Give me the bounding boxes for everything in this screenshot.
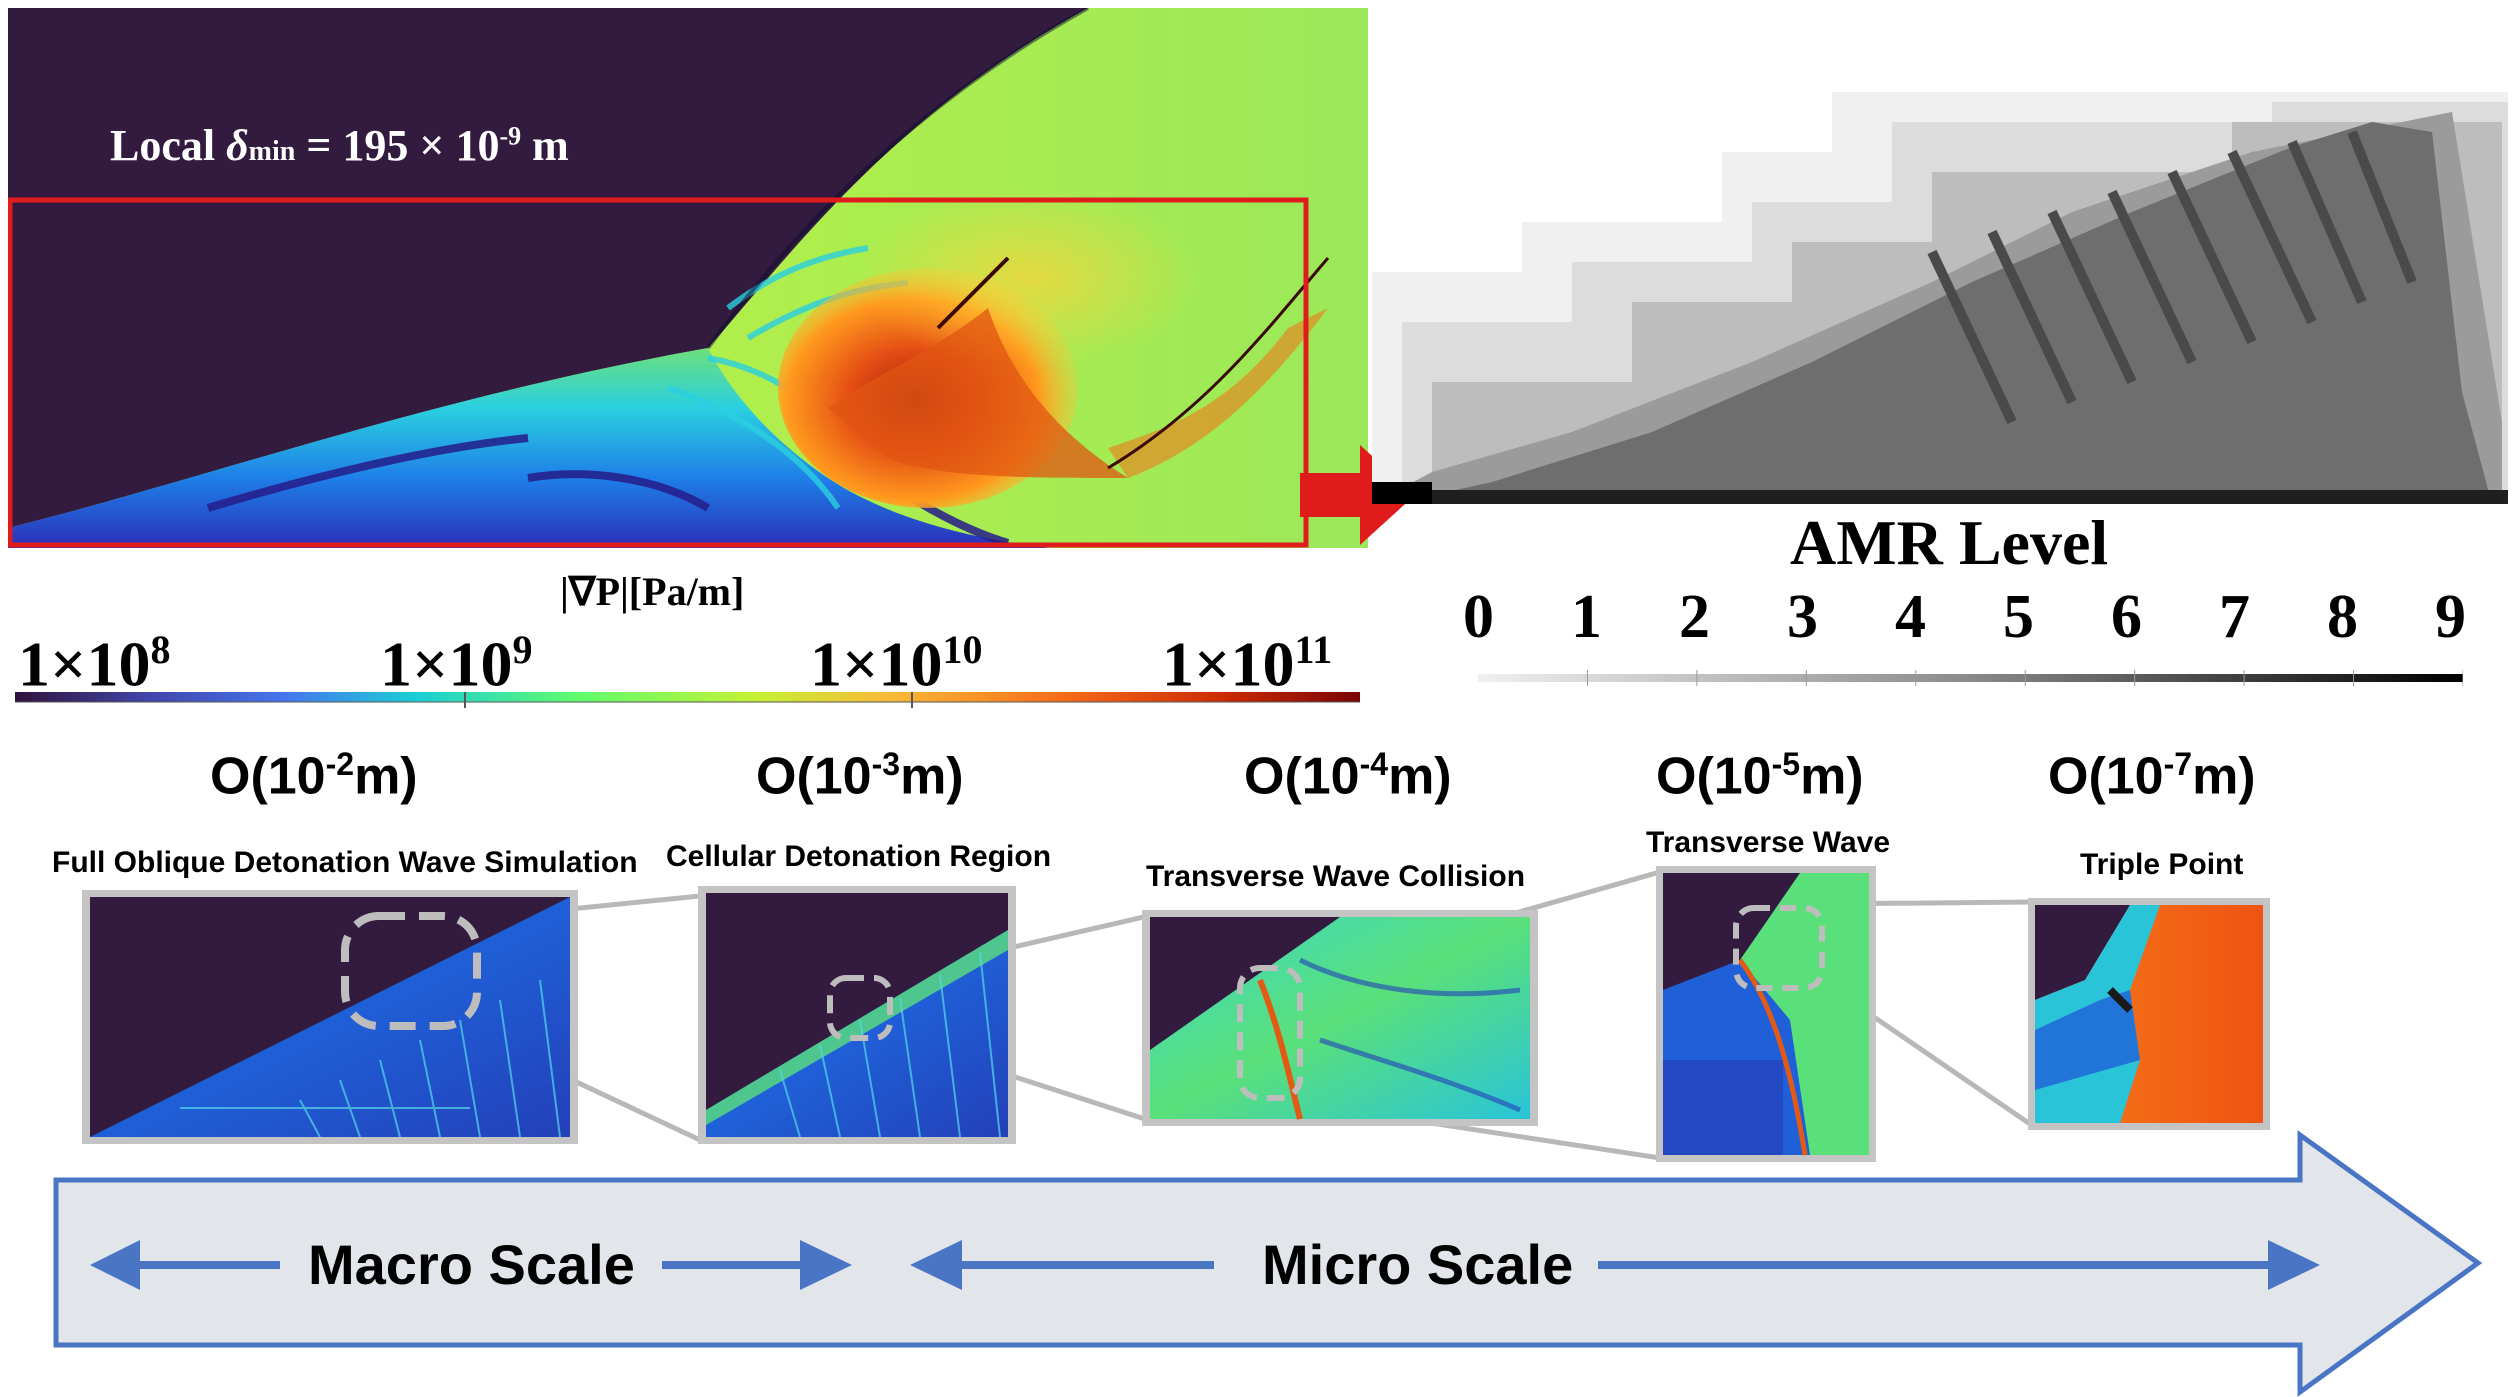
amr-level-3: 3 [1787, 583, 1818, 651]
colorbar-tick-1: 1×109 [380, 627, 533, 700]
scale-heading-2: O(10-3m) [756, 746, 964, 806]
amr-level-1: 1 [1571, 583, 1602, 651]
panel-5-image [2028, 898, 2270, 1130]
micro-scale-label: Micro Scale [1262, 1233, 1574, 1296]
panel-label-2: Cellular Detonation Region [666, 840, 1052, 873]
panel-label-3: Transverse Wave Collision [1146, 860, 1526, 893]
amr-level-7: 7 [2219, 583, 2250, 651]
zoom-region-box [8, 197, 1309, 548]
panel-1-image [82, 890, 578, 1144]
amr-colorbar [1478, 670, 2463, 686]
scale-heading-5: O(10-7m) [2048, 746, 2256, 806]
colorbar-tick-0: 1×108 [18, 627, 171, 700]
resolution-annotation: Local δmin = 195 × 10-9 m [110, 121, 569, 170]
pressure-gradient-field [8, 8, 1368, 548]
amr-level-6: 6 [2111, 583, 2142, 651]
amr-level-8: 8 [2327, 583, 2358, 651]
panel-4-image [1656, 866, 1876, 1162]
scale-heading-4: O(10-5m) [1656, 746, 1864, 806]
amr-level-0: 0 [1463, 583, 1494, 651]
amr-level-field [1372, 92, 2508, 504]
panel-3-image [1142, 910, 1538, 1126]
amr-level-labels: 0 1 2 3 4 5 6 7 8 9 [1455, 582, 2495, 652]
scale-heading-1: O(10-2m) [210, 746, 418, 806]
panel-label-4: Transverse Wave [1646, 826, 1891, 859]
colorbar-tick-2: 1×1010 [810, 627, 983, 700]
pressure-colorbar [15, 692, 1360, 708]
amr-title: AMR Level [1790, 507, 2109, 578]
amr-level-5: 5 [2003, 583, 2034, 651]
amr-level-2: 2 [1679, 583, 1710, 651]
panel-label-5: Triple Point [2080, 848, 2244, 881]
panel-2-image [698, 886, 1016, 1144]
amr-level-4: 4 [1895, 583, 1926, 651]
colorbar-title: |∇P|[Pa/m] [560, 569, 745, 614]
macro-scale-label: Macro Scale [308, 1233, 635, 1296]
colorbar-tick-3: 1×1011 [1162, 627, 1333, 700]
amr-level-9: 9 [2435, 583, 2466, 651]
panel-label-1: Full Oblique Detonation Wave Simulation [52, 846, 638, 879]
scale-heading-3: O(10-4m) [1244, 746, 1452, 806]
